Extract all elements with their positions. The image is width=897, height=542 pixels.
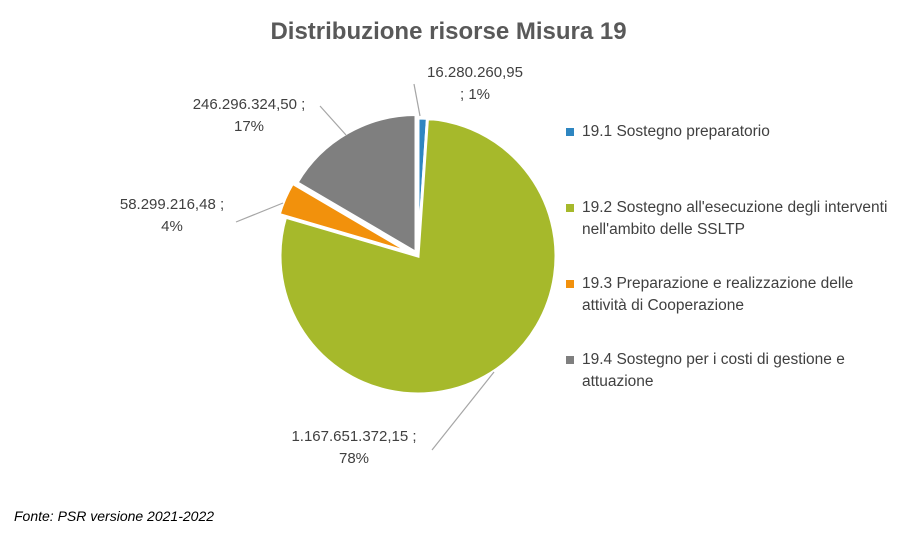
data-label-2: 1.167.651.372,15 ; 78% [279, 426, 429, 470]
data-label-value-4: 246.296.324,50 ; [192, 96, 306, 113]
chart-title: Distribuzione risorse Misura 19 [270, 18, 627, 45]
data-label-4: 246.296.324,50 ; 17% [174, 94, 324, 138]
legend-label-19-3: 19.3 Preparazione e realizzazione delle … [582, 275, 854, 314]
data-label-value-3: 58.299.216,48 ; [119, 196, 225, 213]
pie-slice-2 [278, 116, 558, 396]
data-label-1: 16.280.260,95 ; 1% [400, 62, 550, 106]
pie-slice-4 [294, 113, 418, 256]
legend-swatch-19-1 [566, 128, 574, 136]
data-label-percent-1: ; 1% [459, 86, 490, 103]
legend-label-19-4: 19.4 Sostegno per i costi di gestione e … [582, 351, 845, 390]
legend-swatch-19-2 [566, 204, 574, 212]
leader-line-4 [319, 105, 347, 136]
legend-swatch-19-4 [566, 356, 574, 364]
legend-label-19-1: 19.1 Sostegno preparatorio [582, 123, 770, 140]
data-label-value-2: 1.167.651.372,15 ; [291, 428, 417, 445]
data-label-value-1: 16.280.260,95 [427, 64, 523, 81]
leader-line-2 [431, 371, 495, 451]
pie-slice-3 [277, 181, 413, 255]
data-label-percent-3: 4% [161, 218, 183, 235]
source-note: Fonte: PSR versione 2021-2022 [14, 508, 215, 524]
leader-line-1 [413, 83, 421, 117]
data-label-percent-2: 78% [338, 450, 370, 467]
legend-swatch-19-3 [566, 280, 574, 288]
legend-label-19-2: 19.2 Sostegno all'esecuzione degli inter… [582, 199, 888, 238]
leader-line-3 [235, 202, 284, 223]
data-label-percent-4: 17% [233, 118, 265, 135]
data-label-3: 58.299.216,48 ; 4% [97, 194, 247, 238]
